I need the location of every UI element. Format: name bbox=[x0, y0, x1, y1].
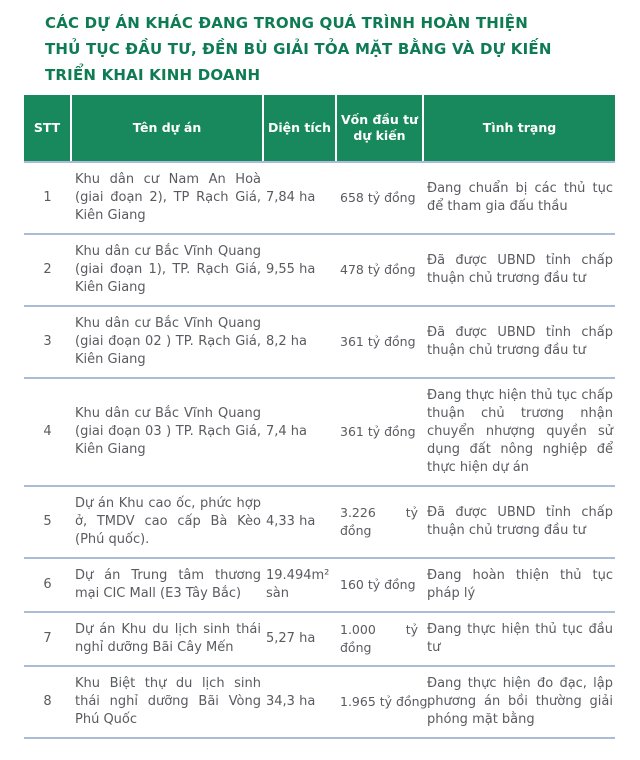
cell-stt: 3 bbox=[24, 306, 71, 379]
cell-status: Đang thực hiện thủ tục chấp thuận chủ tr… bbox=[423, 378, 615, 487]
cell-project-name: Dự án Khu du lịch sinh thái nghỉ dưỡng B… bbox=[71, 612, 263, 667]
cell-project-name: Dự án Trung tâm thương mại CIC Mall (E3 … bbox=[71, 558, 263, 613]
table-row: 5 Dự án Khu cao ốc, phức hợp ở, TMDV cao… bbox=[24, 486, 615, 559]
cell-capital: 160 tỷ đồng bbox=[336, 558, 423, 613]
cell-status: Đã được UBND tỉnh chấp thuận chủ trương … bbox=[423, 486, 615, 559]
cell-capital: 361 tỷ đồng bbox=[336, 378, 423, 487]
cell-area: 5,27 ha bbox=[263, 612, 336, 667]
cell-stt: 8 bbox=[24, 666, 71, 739]
table-row: 1 Khu dân cư Nam An Hoà (giai đoạn 2), T… bbox=[24, 162, 615, 235]
page-title: CÁC DỰ ÁN KHÁC ĐANG TRONG QUÁ TRÌNH HOÀN… bbox=[45, 10, 552, 88]
cell-stt: 6 bbox=[24, 558, 71, 613]
col-header-stt-label: STT bbox=[33, 120, 61, 135]
table-row: 7 Dự án Khu du lịch sinh thái nghỉ dưỡng… bbox=[24, 612, 615, 667]
cell-project-name: Khu dân cư Nam An Hoà (giai đoạn 2), TP … bbox=[71, 162, 263, 235]
cell-area: 19.494m² sàn bbox=[263, 558, 336, 613]
col-header-stt: STT bbox=[24, 95, 71, 163]
projects-table: STT Tên dự án Diện tích Vốn đầu tư dự ki… bbox=[24, 95, 615, 739]
cell-stt: 4 bbox=[24, 378, 71, 487]
cell-status: Đã được UBND tỉnh chấp thuận chủ trương … bbox=[423, 306, 615, 379]
cell-stt: 5 bbox=[24, 486, 71, 559]
col-header-capital: Vốn đầu tư dự kiến bbox=[335, 95, 423, 163]
table-row: 3 Khu dân cư Bắc Vĩnh Quang (giai đoạn 0… bbox=[24, 306, 615, 379]
title-line-1: CÁC DỰ ÁN KHÁC ĐANG TRONG QUÁ TRÌNH HOÀN… bbox=[45, 14, 528, 32]
cell-stt: 7 bbox=[24, 612, 71, 667]
cell-status: Đang chuẩn bị các thủ tục để tham gia đấ… bbox=[423, 162, 615, 235]
cell-status: Đang thực hiện thủ tục đầu tư bbox=[423, 612, 615, 667]
cell-area: 7,84 ha bbox=[263, 162, 336, 235]
table-header-row: STT Tên dự án Diện tích Vốn đầu tư dự ki… bbox=[24, 95, 615, 163]
table-row: 2 Khu dân cư Bắc Vĩnh Quang (giai đoạn 1… bbox=[24, 234, 615, 307]
cell-project-name: Khu dân cư Bắc Vĩnh Quang (giai đoạn 02 … bbox=[71, 306, 263, 379]
cell-capital: 3.226 tỷ đồng bbox=[336, 486, 423, 559]
cell-project-name: Khu Biệt thự du lịch sinh thái nghỉ dưỡn… bbox=[71, 666, 263, 739]
table-row: 6 Dự án Trung tâm thương mại CIC Mall (E… bbox=[24, 558, 615, 613]
col-header-status: Tình trạng bbox=[422, 95, 615, 163]
col-header-area: Diện tích bbox=[262, 95, 336, 163]
cell-stt: 2 bbox=[24, 234, 71, 307]
cell-capital: 1.000 tỷ đồng bbox=[336, 612, 423, 667]
cell-area: 8,2 ha bbox=[263, 306, 336, 379]
col-header-project-name-label: Tên dự án bbox=[132, 120, 202, 135]
title-line-2: THỦ TỤC ĐẦU TƯ, ĐỀN BÙ GIẢI TỎA MẶT BẰNG… bbox=[45, 40, 552, 58]
cell-area: 9,55 ha bbox=[263, 234, 336, 307]
col-header-area-label: Diện tích bbox=[268, 120, 331, 135]
table-row: 4 Khu dân cư Bắc Vĩnh Quang (giai đoạn 0… bbox=[24, 378, 615, 487]
cell-area: 4,33 ha bbox=[263, 486, 336, 559]
cell-status: Đang thực hiện đo đạc, lập phương án bồi… bbox=[423, 666, 615, 739]
cell-area: 7,4 ha bbox=[263, 378, 336, 487]
cell-capital: 478 tỷ đồng bbox=[336, 234, 423, 307]
col-header-project-name: Tên dự án bbox=[70, 95, 263, 163]
col-header-status-label: Tình trạng bbox=[482, 120, 557, 135]
title-line-3: TRIỂN KHAI KINH DOANH bbox=[45, 66, 261, 84]
cell-stt: 1 bbox=[24, 162, 71, 235]
cell-capital: 1.965 tỷ đồng bbox=[336, 666, 427, 739]
cell-status: Đã được UBND tỉnh chấp thuận chủ trương … bbox=[423, 234, 615, 307]
cell-capital: 361 tỷ đồng bbox=[336, 306, 423, 379]
cell-project-name: Khu dân cư Bắc Vĩnh Quang (giai đoạn 1),… bbox=[71, 234, 263, 307]
table-row: 8 Khu Biệt thự du lịch sinh thái nghỉ dư… bbox=[24, 666, 615, 739]
cell-area: 34,3 ha bbox=[263, 666, 336, 739]
cell-status: Đang hoàn thiện thủ tục pháp lý bbox=[423, 558, 615, 613]
col-header-capital-label: Vốn đầu tư dự kiến bbox=[340, 112, 419, 143]
cell-project-name: Dự án Khu cao ốc, phức hợp ở, TMDV cao c… bbox=[71, 486, 263, 559]
cell-project-name: Khu dân cư Bắc Vĩnh Quang (giai đoạn 03 … bbox=[71, 378, 263, 487]
cell-capital: 658 tỷ đồng bbox=[336, 162, 423, 235]
